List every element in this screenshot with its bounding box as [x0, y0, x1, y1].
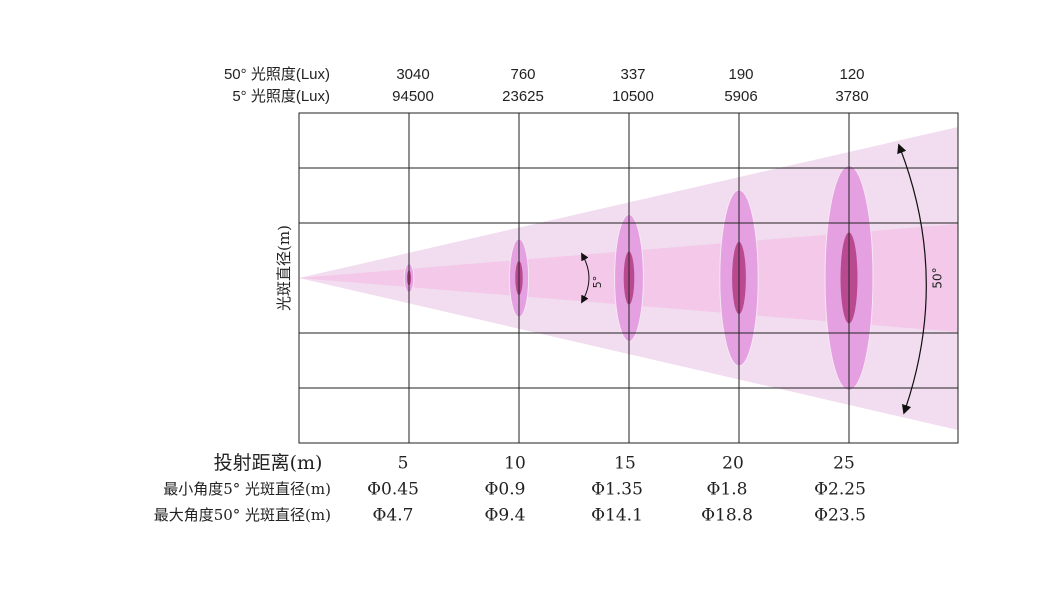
- spot-row-label: 最小角度5° 光斑直径(m): [163, 480, 331, 498]
- narrow-angle-arc: [581, 252, 590, 304]
- wide-angle-arc: [897, 143, 927, 415]
- header-value: 760: [510, 66, 535, 83]
- spot-row-label: 最大角度50° 光斑直径(m): [154, 506, 331, 524]
- header-label: 50° 光照度(Lux): [224, 66, 330, 83]
- header-value: 10500: [612, 88, 654, 105]
- header-value: 337: [620, 66, 645, 83]
- header-value: 5906: [724, 88, 757, 105]
- y-axis-label: 光斑直径(m): [275, 225, 293, 311]
- spot-value: Φ0.45: [367, 480, 419, 500]
- distance-value: 25: [833, 454, 855, 474]
- header-value: 120: [839, 66, 864, 83]
- header-label: 5° 光照度(Lux): [232, 88, 330, 105]
- spot-value: Φ1.35: [591, 480, 643, 500]
- distance-value: 15: [614, 454, 636, 474]
- spot-value: Φ18.8: [701, 506, 753, 526]
- spot-value: Φ9.4: [485, 506, 526, 526]
- spot-value: Φ23.5: [814, 506, 866, 526]
- grid: [298, 112, 959, 444]
- distance-value: 20: [722, 454, 744, 474]
- spot-value: Φ2.25: [814, 480, 866, 500]
- header-value: 190: [728, 66, 753, 83]
- spot-value: Φ1.8: [707, 480, 748, 500]
- wide-angle-label: 50°: [931, 267, 945, 288]
- distance-label: 投射距离(m): [214, 452, 323, 474]
- header-value: 3040: [396, 66, 429, 83]
- narrow-angle-label: 5°: [591, 276, 604, 289]
- spot-value: Φ4.7: [373, 506, 414, 526]
- header-value: 94500: [392, 88, 434, 105]
- distance-value: 10: [504, 454, 526, 474]
- distance-value: 5: [398, 454, 409, 474]
- spot-value: Φ14.1: [591, 506, 643, 526]
- spot-value: Φ0.9: [485, 480, 526, 500]
- header-value: 3780: [835, 88, 868, 105]
- header-value: 23625: [502, 88, 544, 105]
